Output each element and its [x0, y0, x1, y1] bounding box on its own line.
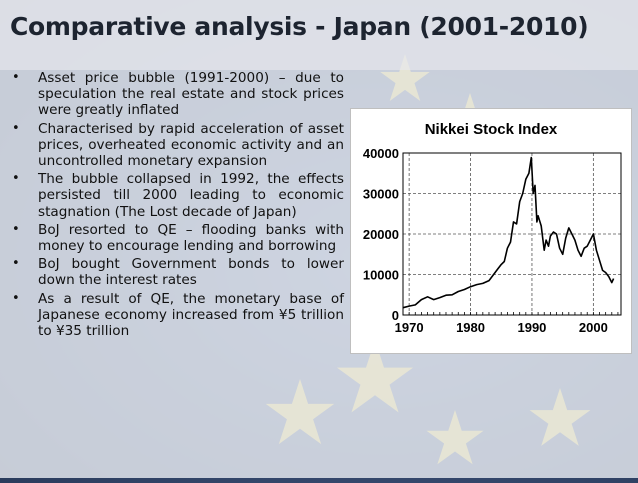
bullet-icon: • [12, 120, 20, 136]
plot-frame [402, 152, 622, 316]
bullet-text: As a result of QE, the monetary base of … [38, 290, 344, 340]
list-item: • Asset price bubble (1991-2000) – due to… [10, 70, 344, 119]
bullet-icon: • [12, 256, 20, 272]
list-item: • Characterised by rapid acceleration of … [10, 121, 344, 170]
y-tick-label: 0 [392, 308, 399, 323]
axis-layer: 0 10000 20000 30000 40000 1970 1980 1990 2000 [363, 146, 622, 335]
x-tick-label: 1990 [517, 320, 546, 335]
y-tick-label: 40000 [363, 146, 399, 161]
bullet-icon: • [12, 171, 20, 187]
bullet-icon: • [12, 221, 20, 237]
list-item: • As a result of QE, the monetary base of… [10, 291, 344, 340]
x-tick-label: 1970 [395, 320, 424, 335]
bullet-icon: • [12, 70, 20, 85]
bullet-text: Characterised by rapid acceleration of a… [38, 120, 344, 170]
list-item: • BoJ resorted to QE – flooding banks wit… [10, 222, 344, 254]
list-item: • The bubble collapsed in 1992, the effec… [10, 171, 344, 220]
list-item: • BoJ bought Government bonds to lower do… [10, 256, 344, 288]
title-bar: Comparative analysis - Japan (2001-2010) [0, 0, 638, 70]
bullet-text: The bubble collapsed in 1992, the effect… [38, 171, 344, 220]
y-tick-label: 10000 [363, 268, 399, 283]
x-tick-label: 1980 [456, 320, 485, 335]
slide-title: Comparative analysis - Japan (2001-2010) [10, 12, 589, 41]
x-tick-label: 2000 [579, 320, 608, 335]
bullet-text: BoJ bought Government bonds to lower dow… [38, 256, 344, 289]
bullet-text: BoJ resorted to QE – flooding banks with… [38, 221, 344, 255]
y-tick-label: 20000 [363, 227, 399, 242]
bullet-icon: • [12, 290, 20, 306]
series-layer [402, 156, 615, 309]
nikkei-chart: Nikkei Stock Index 0 10000 20000 30000 40000… [350, 108, 632, 354]
chart-canvas: Nikkei Stock Index 0 10000 20000 30000 40000… [363, 121, 622, 335]
series-line [402, 156, 615, 309]
y-tick-label: 30000 [363, 187, 399, 202]
bullet-list: • Asset price bubble (1991-2000) – due to… [10, 70, 344, 341]
chart-title: Nikkei Stock Index [425, 121, 558, 138]
bullet-text: Asset price bubble (1991-2000) – due to … [38, 70, 344, 119]
